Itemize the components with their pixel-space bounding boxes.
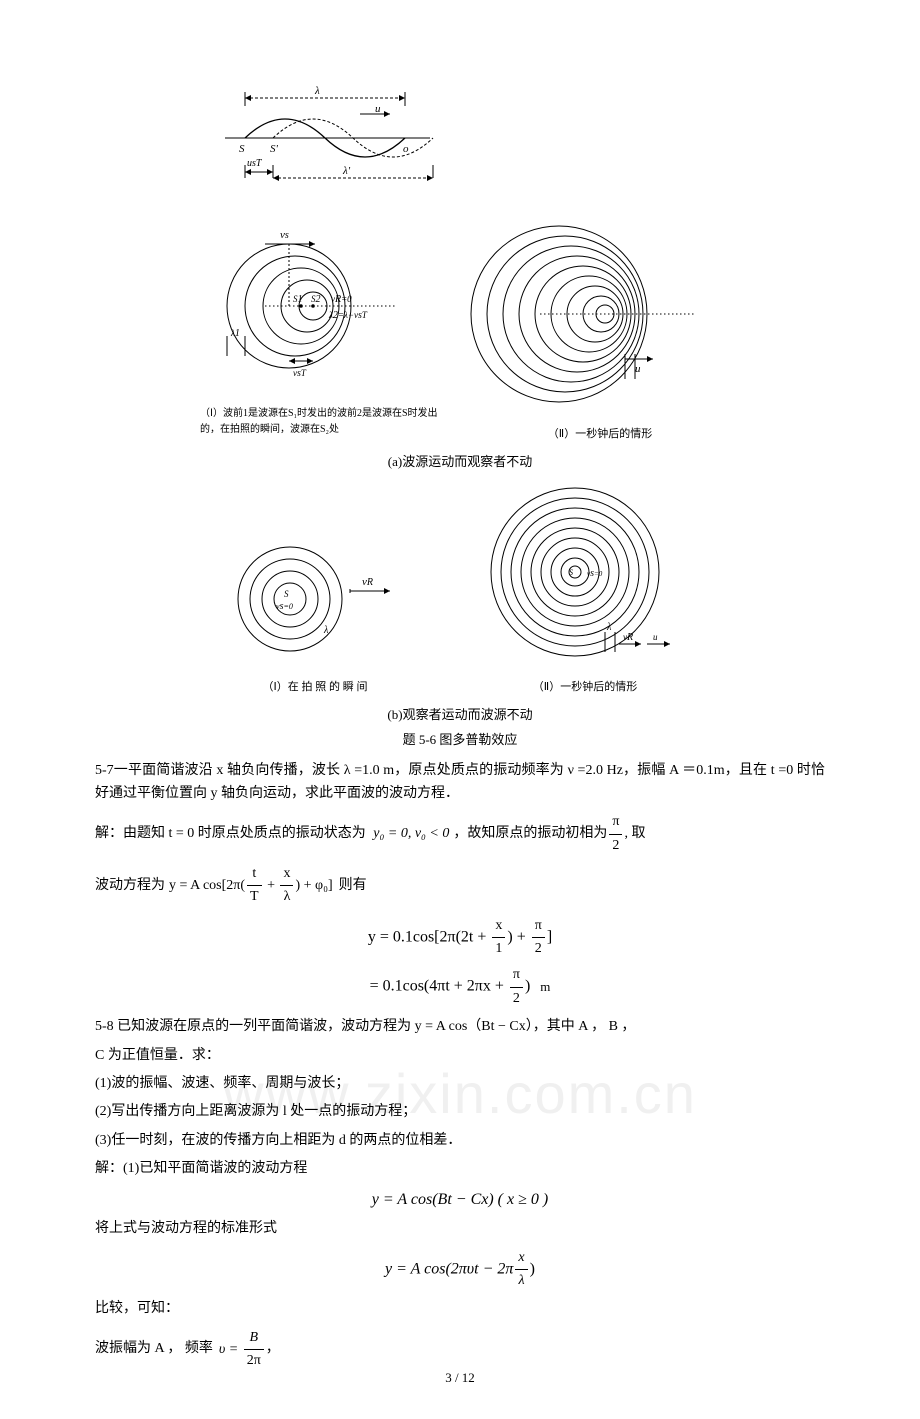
- doppler-observer-moving-t1: S vs=0 λ vR u: [470, 477, 700, 701]
- caption-Ib: （Ⅰ）在 拍 照 的 瞬 间: [220, 679, 410, 697]
- p58-sol-head: 解：(1)已知平面简谐波的波动方程: [95, 1158, 825, 1180]
- p58-std-prefix: 将上式与波动方程的标准形式: [95, 1218, 825, 1240]
- doppler-source-moving-t1: u （Ⅱ）一秒钟后的情形: [480, 214, 720, 448]
- o-label: o: [403, 143, 409, 155]
- caption-Ia: （Ⅰ）波前1是波源在S₁时发出的波前2是波源在S时发出的，在拍照的瞬间，波源在S…: [200, 406, 440, 438]
- figure-main-caption: 题 5-6 图多普勒效应: [95, 730, 825, 751]
- p57-solution-line1: 解：由题知 t = 0 时原点处质点的振动状态为 y₀ = 0, v₀ < 0 …: [95, 811, 825, 857]
- p58-q2: (2)写出传播方向上距离波源为 l 处一点的振动方程；: [95, 1101, 825, 1123]
- u-label: u: [375, 103, 381, 115]
- figure-5-6: λ u S S' o usT: [95, 80, 825, 750]
- u-label-a2: u: [635, 363, 641, 375]
- svg-text:S: S: [569, 568, 573, 577]
- Sprime-label: S': [270, 143, 279, 155]
- content-area: λ u S S' o usT: [95, 80, 825, 1373]
- p58-eq2: y = A cos(2πυt − 2πxλ): [95, 1247, 825, 1293]
- p57-sol-mid: ，故知原点的振动初相为: [453, 823, 607, 845]
- svg-text:vR=0: vR=0: [331, 294, 352, 305]
- p57-wave-eq-line: 波动方程为 y = A cos[2π(tT + xλ) + φ₀] 则有: [95, 863, 825, 909]
- p57-eq-line3: = 0.1cos(4πt + 2πx + π2) m: [95, 964, 825, 1010]
- svg-text:λ: λ: [323, 625, 329, 636]
- problem-5-7: 5-7一平面简谐波沿 x 轴负向传播，波长 λ =1.0 m，原点处质点的振动频…: [95, 760, 825, 805]
- svg-text:S: S: [284, 589, 289, 599]
- p58-q1: (1)波的振幅、波速、频率、周期与波长；: [95, 1073, 825, 1095]
- svg-text:vs=0: vs=0: [587, 568, 603, 579]
- p57-sol-prefix: 解：由题知 t = 0 时原点处质点的振动状态为: [95, 823, 366, 845]
- vR-label-b1: vR: [362, 576, 373, 588]
- lambda-label: λ: [314, 85, 320, 97]
- usT-label: usT: [247, 158, 263, 169]
- pi-over-2-a: π 2: [609, 811, 622, 857]
- p57-eq-line2: y = 0.1cos[2π(2t + x1) + π2]: [95, 915, 825, 961]
- svg-text:λ2=λ−vsT: λ2=λ−vsT: [328, 310, 368, 321]
- p58-eq1: y = A cos(Bt − Cx) ( x ≥ 0 ): [95, 1187, 825, 1213]
- caption-IIa: （Ⅱ）一秒钟后的情形: [480, 426, 720, 444]
- problem-5-8-intro2: C 为正值恒量．求：: [95, 1045, 825, 1067]
- row-a-caption: (a)波源运动而观察者不动: [95, 452, 825, 473]
- svg-text:u: u: [653, 632, 658, 642]
- doppler-observer-moving-t0: S vs=0 vR λ （Ⅰ）在 拍 照 的 瞬 间: [220, 527, 410, 701]
- p58-amplitude-line: 波振幅为 A ， 频率 υ = B2π ，: [95, 1327, 825, 1373]
- caption-IIb: （Ⅱ）一秒钟后的情形: [470, 679, 700, 697]
- svg-text:S1: S1: [293, 294, 303, 305]
- S-label: S: [239, 143, 245, 155]
- svg-text:S2: S2: [311, 294, 321, 305]
- problem-5-8-intro1: 5-8 已知波源在原点的一列平面简谐波，波动方程为 y = A cos（Bt −…: [95, 1016, 825, 1038]
- p58-q3: (3)任一时刻，在波的传播方向上相距为 d 的两点的位相差．: [95, 1130, 825, 1152]
- wave-diagram: λ u S S' o usT: [185, 80, 445, 210]
- lambda-prime-label: λ': [342, 165, 351, 177]
- row-b-caption: (b)观察者运动而波源不动: [95, 705, 825, 726]
- svg-text:vsT: vsT: [293, 368, 307, 379]
- svg-text:λ1: λ1: [230, 328, 240, 339]
- p57-intro: 5-7一平面简谐波沿 x 轴负向传播，波长 λ =1.0 m，原点处质点的振动频…: [95, 763, 825, 800]
- svg-text:vR: vR: [623, 632, 633, 643]
- p57-wave-eq-prefix: 波动方程为: [95, 875, 165, 897]
- vs-label: vs: [280, 229, 289, 241]
- p57-sol-mid2: , 取: [624, 823, 645, 845]
- svg-text:vs=0: vs=0: [276, 601, 293, 612]
- p57-state: y₀ = 0, v₀ < 0: [370, 823, 450, 845]
- doppler-source-moving-t0: vs S1 S2 vR=0 λ2=λ−vsT: [200, 214, 440, 442]
- svg-text:λ: λ: [606, 622, 612, 633]
